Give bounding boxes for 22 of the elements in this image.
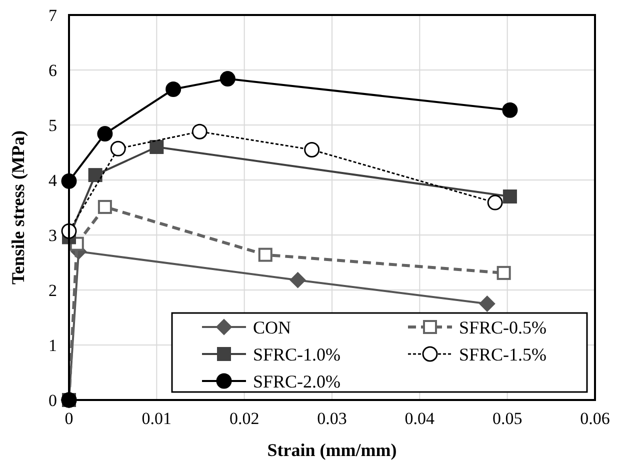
y-tick-label: 4 (48, 170, 58, 190)
x-tick-label: 0.05 (492, 409, 522, 428)
x-tick-label: 0.03 (317, 409, 347, 428)
y-tick-label: 0 (48, 390, 57, 410)
y-tick-label: 2 (48, 280, 57, 300)
legend-label: SFRC-0.5% (459, 317, 547, 338)
legend-label: SFRC-1.5% (459, 344, 547, 364)
x-tick-label: 0.04 (404, 409, 436, 428)
y-tick-label: 1 (48, 336, 57, 355)
x-tick-label: 0.01 (142, 409, 172, 428)
x-tick-label: 0 (64, 409, 74, 428)
x-axis-title: Strain (mm/mm) (267, 440, 397, 460)
legend-label: CON (253, 317, 292, 338)
y-axis-title: Tensile stress (MPa) (8, 130, 28, 284)
legend-label: SFRC-2.0% (253, 371, 341, 392)
x-tick-label: 0.02 (229, 409, 260, 428)
legend-label: SFRC-1.0% (253, 344, 341, 364)
y-tick-label: 6 (48, 60, 57, 80)
y-tick-label: 5 (48, 116, 57, 135)
y-tick-label: 7 (48, 6, 58, 25)
y-tick-label: 3 (48, 226, 57, 245)
x-tick-label: 0.06 (580, 409, 610, 428)
